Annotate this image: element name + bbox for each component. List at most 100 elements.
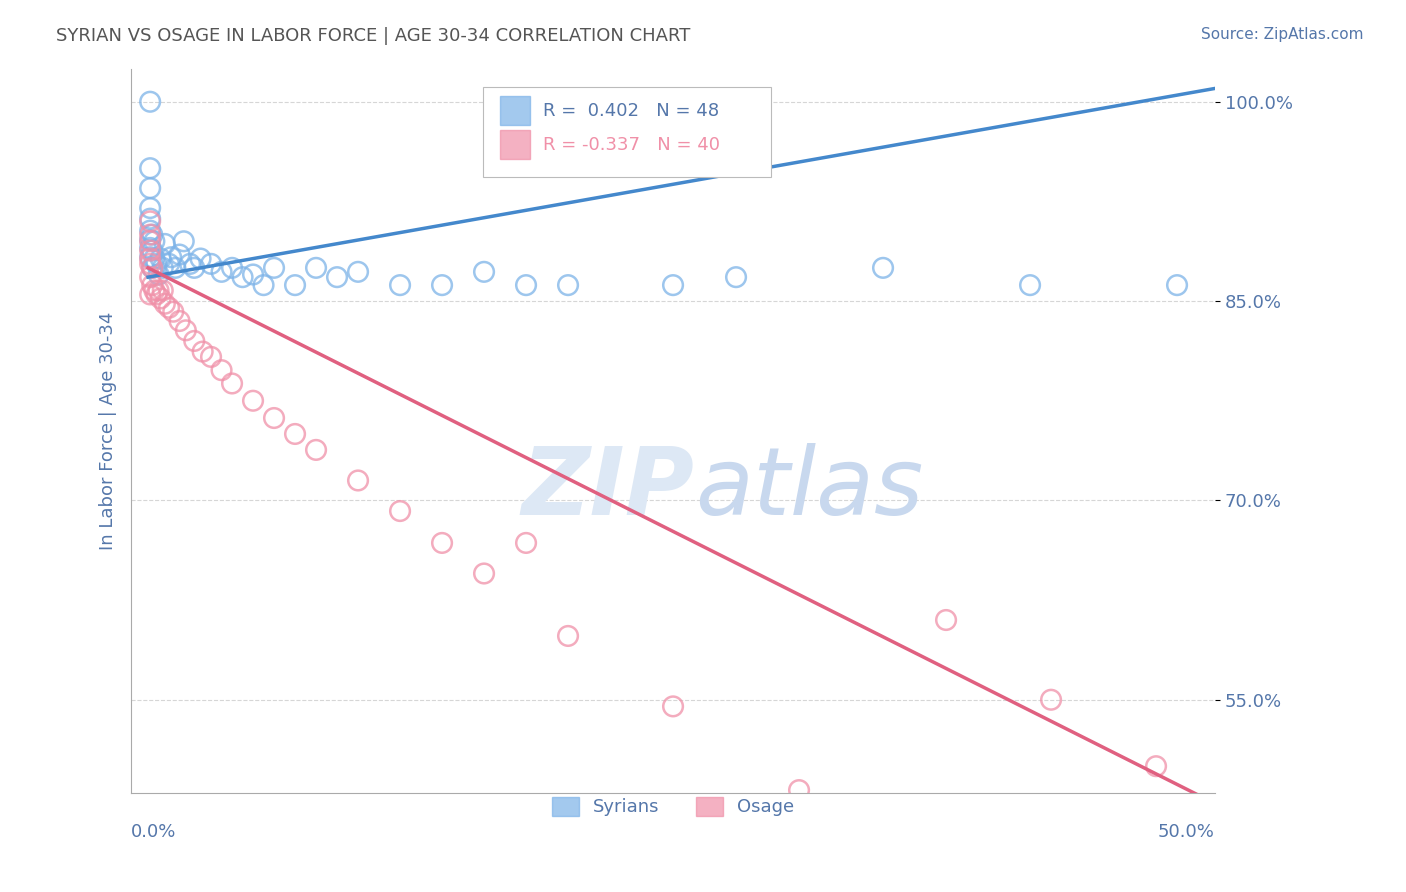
Point (141, 260, 163, 275)
Point (472, 265, 495, 279)
Point (141, 260, 163, 275)
Point (232, 270, 254, 285)
Point (263, 260, 285, 275)
Point (139, 233, 162, 247)
Point (174, 323, 197, 337)
Point (190, 252, 212, 266)
Point (139, 250, 162, 264)
Point (153, 297, 176, 311)
Point (284, 427, 307, 442)
Point (160, 250, 183, 264)
Point (191, 344, 214, 359)
Point (139, 161, 162, 176)
Point (148, 284, 170, 298)
Point (515, 536, 537, 550)
FancyBboxPatch shape (499, 130, 530, 159)
Point (221, 260, 243, 275)
Point (347, 474, 370, 488)
Point (1166, 278, 1188, 293)
Text: 0.0%: 0.0% (131, 823, 177, 841)
Text: ZIP: ZIP (522, 442, 695, 534)
Text: R = -0.337   N = 40: R = -0.337 N = 40 (543, 136, 720, 153)
Point (152, 260, 174, 275)
Text: SYRIAN VS OSAGE IN LABOR FORCE | AGE 30-34 CORRELATION CHART: SYRIAN VS OSAGE IN LABOR FORCE | AGE 30-… (56, 27, 690, 45)
Point (153, 236, 176, 251)
Point (305, 442, 328, 457)
Point (141, 278, 163, 293)
Point (472, 566, 495, 581)
Point (145, 287, 167, 301)
Point (169, 314, 191, 328)
Point (179, 257, 201, 271)
Point (200, 257, 222, 271)
Point (139, 227, 162, 242)
Point (183, 260, 205, 275)
Point (139, 224, 162, 238)
Point (149, 252, 172, 266)
Point (242, 268, 264, 282)
Point (139, 287, 162, 301)
Point (165, 260, 187, 275)
Point (263, 411, 285, 425)
Point (221, 376, 243, 391)
Point (1144, 759, 1167, 773)
Point (872, 260, 894, 275)
Point (662, 278, 685, 293)
Legend: Syrians, Osage: Syrians, Osage (544, 789, 801, 823)
Point (725, 270, 748, 285)
Point (152, 284, 174, 298)
Point (1019, 278, 1042, 293)
Point (139, 270, 162, 285)
Point (148, 268, 170, 282)
Point (139, 214, 162, 228)
Point (139, 244, 162, 258)
Point (211, 265, 233, 279)
Point (143, 284, 166, 298)
Point (200, 350, 222, 364)
Point (211, 363, 233, 377)
Point (347, 265, 370, 279)
Point (557, 629, 579, 643)
Point (252, 278, 274, 293)
Point (169, 247, 191, 261)
Point (139, 95, 162, 109)
Point (139, 257, 162, 271)
Point (430, 278, 453, 293)
Point (242, 393, 264, 408)
Point (389, 504, 412, 518)
Point (149, 292, 172, 306)
Y-axis label: In Labor Force | Age 30-34: In Labor Force | Age 30-34 (100, 311, 117, 549)
Point (141, 244, 163, 258)
Point (157, 301, 180, 315)
Point (145, 257, 167, 271)
Point (1040, 692, 1063, 706)
Text: Source: ZipAtlas.com: Source: ZipAtlas.com (1201, 27, 1364, 42)
Point (284, 278, 307, 293)
Point (139, 241, 162, 255)
Point (305, 260, 328, 275)
Point (326, 270, 349, 285)
Point (139, 201, 162, 215)
Point (183, 334, 205, 348)
Text: atlas: atlas (695, 443, 922, 534)
Point (173, 234, 195, 248)
Point (139, 234, 162, 248)
Point (139, 211, 162, 226)
Point (139, 252, 162, 266)
Point (557, 278, 579, 293)
Point (787, 783, 810, 797)
Point (662, 699, 685, 714)
Point (143, 252, 166, 266)
FancyBboxPatch shape (484, 87, 770, 178)
Text: R =  0.402   N = 48: R = 0.402 N = 48 (543, 102, 718, 120)
Point (515, 278, 537, 293)
Point (430, 536, 453, 550)
Point (139, 181, 162, 195)
Point (157, 257, 180, 271)
Text: 50.0%: 50.0% (1159, 823, 1215, 841)
Point (143, 234, 166, 248)
Point (162, 304, 184, 318)
Point (935, 613, 957, 627)
Point (389, 278, 412, 293)
Point (141, 227, 163, 242)
